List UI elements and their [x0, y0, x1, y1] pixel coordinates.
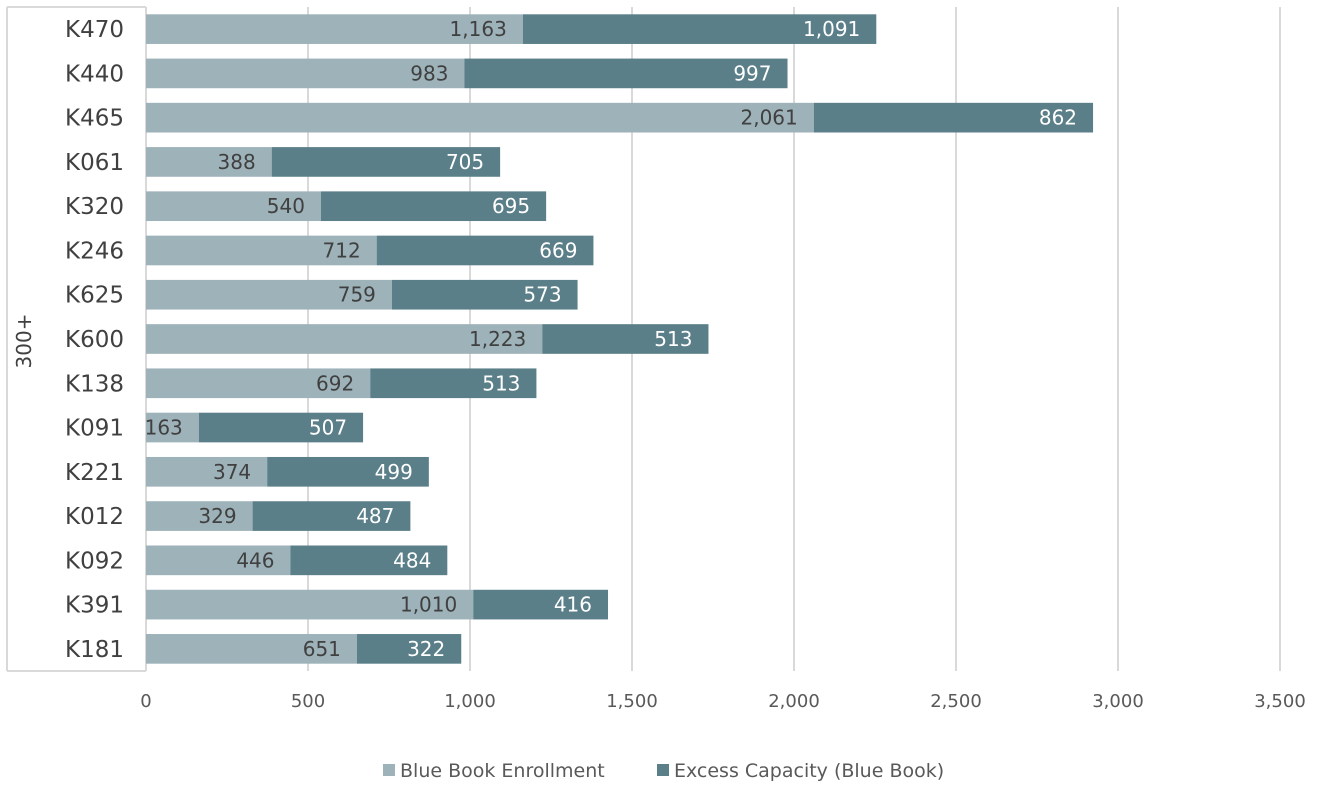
category-label: K246	[65, 238, 124, 264]
bar-k061-series-1	[146, 147, 272, 177]
category-label: K221	[65, 460, 124, 486]
bar-k625-series-2	[391, 279, 578, 310]
data-label: 669	[539, 238, 577, 262]
bar-k091-series-1	[146, 412, 199, 443]
group-label: 300+	[12, 314, 36, 369]
category-label: K391	[65, 593, 124, 619]
data-label: 507	[309, 416, 347, 440]
category-label: K440	[65, 61, 124, 87]
bar-k470-series-2	[522, 14, 877, 44]
data-label: 513	[482, 371, 520, 395]
bar-k440-series-1	[146, 58, 465, 89]
category-label: K012	[65, 504, 124, 530]
bar-k221-series-1	[146, 456, 268, 487]
legend-swatch	[383, 764, 395, 776]
data-label: 862	[1039, 106, 1077, 130]
category-label: K320	[65, 194, 124, 220]
bar-k181-series-2	[356, 634, 462, 664]
data-label: 1,163	[450, 17, 507, 41]
legend-label: Excess Capacity (Blue Book)	[674, 760, 944, 782]
data-label: 499	[375, 460, 413, 484]
data-label: 1,091	[803, 17, 860, 41]
data-label: 416	[554, 593, 592, 617]
data-label: 540	[267, 194, 305, 218]
category-labels: K470 K440 K465 K061 K320 K246 K625 K600 K138 K091…	[65, 17, 124, 663]
bar-k181-series-1	[146, 634, 357, 664]
bar-k061-series-2	[271, 147, 501, 177]
bar-k092-series-2	[290, 545, 448, 576]
category-label: K138	[65, 371, 124, 397]
x-tick-label: 3,500	[1254, 691, 1306, 712]
data-label: 329	[198, 504, 236, 528]
bar-k465-series-1	[146, 102, 814, 133]
category-label: K600	[65, 327, 124, 353]
category-label: K465	[65, 106, 124, 132]
bar-k221-series-2	[267, 456, 429, 487]
bar-k465-series-2	[813, 102, 1094, 133]
bar-k600-series-2	[542, 324, 709, 354]
legend: Blue Book Enrollment Excess Capacity (Blu…	[383, 760, 944, 782]
category-label: K470	[65, 17, 124, 43]
bar-k091-series-2	[198, 412, 364, 443]
bar-k440-series-2	[464, 58, 788, 89]
x-tick-label: 1,500	[606, 691, 658, 712]
data-label: 1,010	[400, 593, 457, 617]
data-label: 695	[492, 194, 530, 218]
data-label: 374	[213, 460, 251, 484]
bar-k246-series-1	[146, 235, 377, 266]
bar-k246-series-2	[376, 235, 594, 266]
legend-label: Blue Book Enrollment	[400, 760, 605, 782]
bar-k012-series-1	[146, 501, 253, 531]
bar-k320-series-1	[146, 191, 321, 222]
category-label: K625	[65, 283, 124, 309]
data-label: 712	[323, 238, 361, 262]
data-label: 484	[393, 548, 431, 572]
x-tick-label: 2,500	[930, 691, 982, 712]
bar-k012-series-2	[252, 501, 411, 531]
data-label: 983	[410, 61, 448, 85]
data-label: 692	[316, 371, 354, 395]
x-axis-tick-labels: 0 500 1,000 1,500 2,000 2,500 3,000 3,500	[140, 691, 1305, 712]
bar-k625-series-1	[146, 279, 392, 310]
data-label: 163	[145, 416, 183, 440]
data-label: 759	[338, 283, 376, 307]
bar-k391-series-1	[146, 589, 474, 620]
data-label: 322	[407, 637, 445, 661]
data-labels: 1,163 1,091 983 997 2,061 862 388 705 540 695 712 6…	[145, 17, 1077, 661]
data-label: 573	[523, 283, 561, 307]
category-label: K092	[65, 548, 124, 574]
bar-k138-series-2	[370, 368, 537, 399]
bar-k600-series-1	[146, 324, 543, 354]
bar-k470-series-1	[146, 14, 523, 44]
bar-k391-series-2	[473, 589, 609, 620]
data-label: 487	[356, 504, 394, 528]
bar-k320-series-2	[320, 191, 547, 222]
data-label: 651	[303, 637, 341, 661]
x-tick-label: 0	[140, 691, 151, 712]
data-label: 2,061	[740, 106, 797, 130]
category-label: K091	[65, 416, 124, 442]
data-label: 997	[733, 61, 771, 85]
category-label: K061	[65, 150, 124, 176]
bar-k092-series-1	[146, 545, 291, 576]
bars	[146, 14, 1094, 664]
data-label: 1,223	[469, 327, 526, 351]
x-tick-label: 3,000	[1092, 691, 1144, 712]
data-label: 388	[218, 150, 256, 174]
data-label: 705	[446, 150, 484, 174]
x-tick-label: 1,000	[444, 691, 496, 712]
bar-k138-series-1	[146, 368, 371, 399]
x-tick-label: 500	[291, 691, 325, 712]
x-tick-label: 2,000	[768, 691, 820, 712]
data-label: 446	[236, 548, 274, 572]
data-label: 513	[654, 327, 692, 351]
category-label: K181	[65, 637, 124, 663]
legend-swatch	[657, 764, 669, 776]
